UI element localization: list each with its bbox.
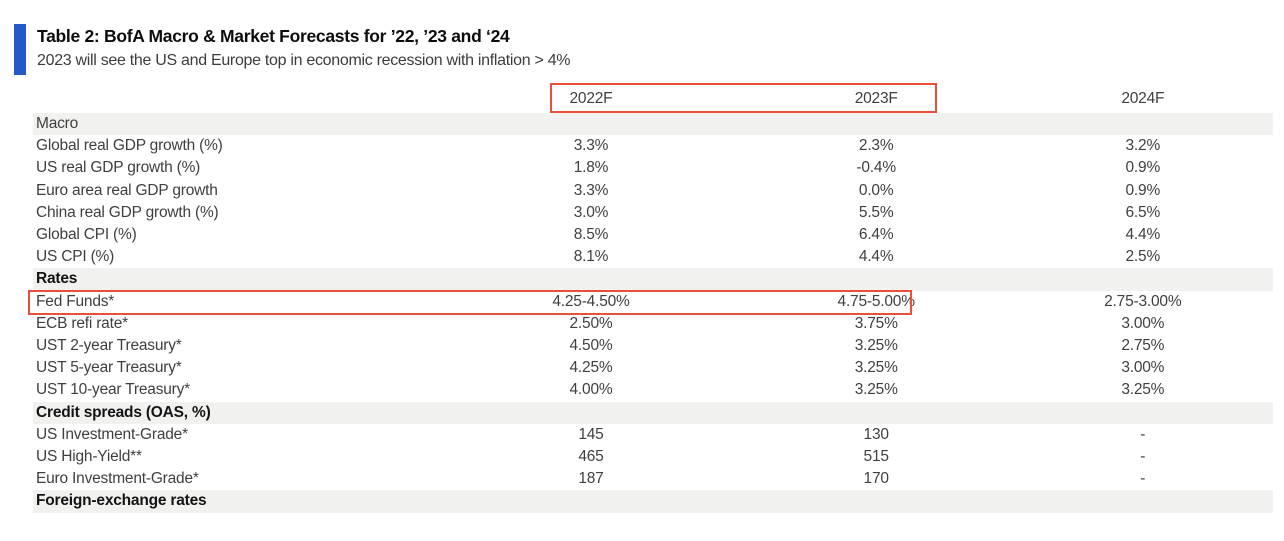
column-header-row: 2022F 2023F 2024F: [33, 84, 1273, 113]
cell-2024f: 3.00%: [1121, 314, 1165, 332]
row-label: UST 2-year Treasury*: [36, 337, 182, 355]
table-row: US real GDP growth (%) 1.8% -0.4% 0.9%: [33, 157, 1273, 179]
row-label: Euro area real GDP growth: [36, 181, 218, 199]
row-label: UST 5-year Treasury*: [36, 359, 182, 377]
cell-2024f: 2.75%: [1121, 337, 1165, 355]
row-label: Euro Investment-Grade*: [36, 470, 199, 488]
table-row: UST 5-year Treasury* 4.25% 3.25% 3.00%: [33, 357, 1273, 379]
cell-2023f: 5.5%: [858, 203, 894, 221]
cell-2024f: -: [1140, 470, 1146, 488]
section-label: Macro: [33, 113, 1273, 136]
column-header-2024f: 2024F: [1121, 90, 1165, 107]
cell-2022f: 465: [578, 448, 604, 466]
cell-2023f: 6.4%: [858, 226, 894, 244]
row-label: US High-Yield**: [36, 448, 142, 466]
cell-2022f: 187: [578, 470, 604, 488]
cell-2024f: 3.00%: [1121, 359, 1165, 377]
cell-2022f: 3.0%: [573, 203, 609, 221]
row-label: Global CPI (%): [36, 226, 137, 244]
table-row: China real GDP growth (%) 3.0% 5.5% 6.5%: [33, 202, 1273, 224]
section-label: Foreign-exchange rates: [33, 490, 1273, 513]
cell-2024f: 3.2%: [1125, 137, 1161, 155]
cell-2024f: 6.5%: [1125, 203, 1161, 221]
column-header-2022f: 2022F: [569, 90, 613, 107]
cell-2023f: 3.25%: [854, 381, 898, 399]
row-label: UST 10-year Treasury*: [36, 381, 191, 399]
title-accent-bar: [14, 24, 26, 75]
row-label: US Investment-Grade*: [36, 425, 188, 443]
cell-2022f: 4.50%: [569, 337, 613, 355]
cell-2023f: 3.25%: [854, 359, 898, 377]
cell-2022f: 4.00%: [569, 381, 613, 399]
table-row: US CPI (%) 8.1% 4.4% 2.5%: [33, 246, 1273, 268]
table-row: Euro area real GDP growth 3.3% 0.0% 0.9%: [33, 180, 1273, 202]
table-row: UST 10-year Treasury* 4.00% 3.25% 3.25%: [33, 379, 1273, 401]
section-header-row: Foreign-exchange rates: [33, 490, 1273, 513]
cell-2024f: 3.25%: [1121, 381, 1165, 399]
cell-2023f: 3.75%: [854, 314, 898, 332]
table-row: UST 2-year Treasury* 4.50% 3.25% 2.75%: [33, 335, 1273, 357]
cell-2024f: 2.75-3.00%: [1104, 292, 1182, 310]
section-label: Credit spreads (OAS, %): [33, 401, 1273, 424]
table-subtitle: 2023 will see the US and Europe top in e…: [37, 52, 571, 69]
column-header-blank: [33, 84, 442, 113]
cell-2023f: 515: [863, 448, 889, 466]
cell-2022f: 8.5%: [573, 226, 609, 244]
cell-2023f: 2.3%: [858, 137, 894, 155]
cell-2024f: 2.5%: [1125, 248, 1161, 266]
cell-2022f: 4.25%: [569, 359, 613, 377]
table-row: Global real GDP growth (%) 3.3% 2.3% 3.2%: [33, 135, 1273, 157]
table-row: ECB refi rate* 2.50% 3.75% 3.00%: [33, 313, 1273, 335]
cell-2024f: -: [1140, 425, 1146, 443]
cell-2022f: 8.1%: [573, 248, 609, 266]
cell-2023f: 4.4%: [858, 248, 894, 266]
cell-2022f: 145: [578, 425, 604, 443]
cell-2022f: 1.8%: [573, 159, 609, 177]
row-label: ECB refi rate*: [36, 314, 128, 332]
cell-2022f: 2.50%: [569, 314, 613, 332]
cell-2022f: 3.3%: [573, 181, 609, 199]
column-header-2023f: 2023F: [854, 90, 898, 107]
table-row: Global CPI (%) 8.5% 6.4% 4.4%: [33, 224, 1273, 246]
table-row: Fed Funds* 4.25-4.50% 4.75-5.00% 2.75-3.00%: [33, 291, 1273, 313]
row-label: US CPI (%): [36, 248, 115, 266]
row-label: Global real GDP growth (%): [36, 137, 223, 155]
section-header-row: Credit spreads (OAS, %): [33, 401, 1273, 424]
row-label: Fed Funds*: [36, 292, 115, 310]
table-row: Euro Investment-Grade* 187 170 -: [33, 468, 1273, 490]
cell-2023f: 0.0%: [858, 181, 894, 199]
cell-2024f: 0.9%: [1125, 181, 1161, 199]
cell-2023f: -0.4%: [856, 159, 896, 177]
section-label: Rates: [33, 268, 1273, 291]
cell-2023f: 130: [863, 425, 889, 443]
table-title: Table 2: BofA Macro & Market Forecasts f…: [37, 26, 510, 46]
cell-2023f: 3.25%: [854, 337, 898, 355]
cell-2024f: 4.4%: [1125, 226, 1161, 244]
row-label: US real GDP growth (%): [36, 159, 201, 177]
table-row: US High-Yield** 465 515 -: [33, 446, 1273, 468]
cell-2022f: 4.25-4.50%: [552, 292, 630, 310]
forecast-table: 2022F 2023F 2024F Macro Global real GDP g…: [28, 83, 1273, 513]
macro-market-forecast-table: 2022F 2023F 2024F Macro Global real GDP g…: [33, 84, 1273, 513]
section-header-row: Rates: [33, 268, 1273, 291]
cell-2024f: 0.9%: [1125, 159, 1161, 177]
forecast-table-body: Macro Global real GDP growth (%) 3.3% 2.3% 3…: [33, 113, 1273, 513]
cell-2023f: 170: [863, 470, 889, 488]
cell-2023f: 4.75-5.00%: [837, 292, 915, 310]
table-row: US Investment-Grade* 145 130 -: [33, 424, 1273, 446]
cell-2024f: -: [1140, 448, 1146, 466]
section-header-row: Macro: [33, 113, 1273, 136]
cell-2022f: 3.3%: [573, 137, 609, 155]
row-label: China real GDP growth (%): [36, 203, 219, 221]
